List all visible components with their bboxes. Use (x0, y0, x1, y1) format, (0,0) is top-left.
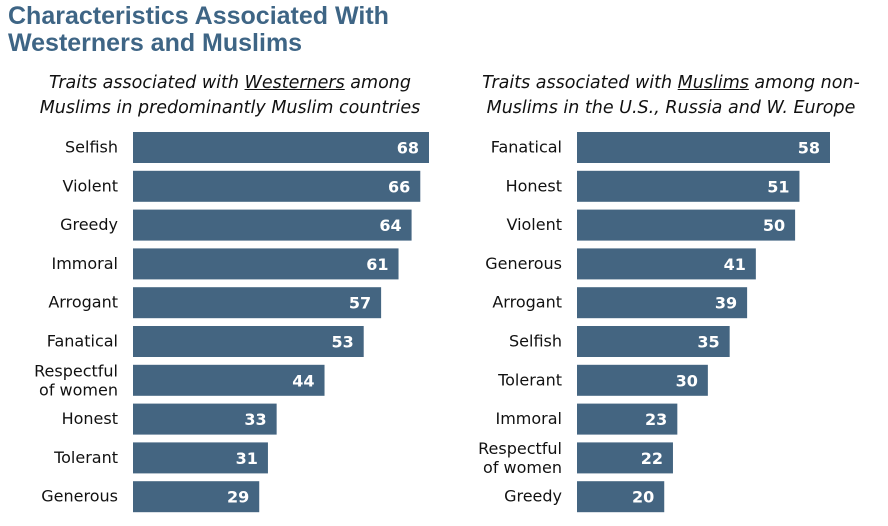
left-bar-9 (133, 481, 260, 513)
left-category-label-3: Immoral (51, 254, 118, 273)
right-bar-0 (577, 132, 830, 163)
left-category-label-0: Selfish (65, 138, 118, 157)
right-bar-value-2: 50 (763, 216, 785, 235)
right-category-label-6: Tolerant (497, 370, 562, 389)
left-bar-0 (133, 132, 429, 163)
right-bar-1 (577, 170, 800, 202)
right-bar-5 (577, 326, 730, 357)
left-bar-value-0: 68 (397, 139, 419, 158)
right-bar-value-3: 41 (724, 255, 746, 274)
right-bar-value-0: 58 (798, 139, 820, 158)
right-bar-4 (577, 287, 748, 319)
left-bar-3 (133, 248, 399, 280)
right-category-label-4: Arrogant (492, 293, 562, 312)
right-subtitle-group: Muslims (677, 73, 749, 93)
left-bar-value-1: 66 (388, 177, 410, 196)
left-subtitle-group: Westerners (244, 73, 345, 93)
right-bar-chart: 58 Fanatical 51 Honest 50 Violent 41 Generous 39… (478, 132, 830, 513)
left-bar-5 (133, 326, 364, 357)
right-panel-subtitle: Traits associated with Muslims among non… (466, 71, 876, 121)
left-bar-value-3: 61 (366, 255, 388, 274)
right-bar-value-4: 39 (715, 294, 737, 313)
left-bar-6 (133, 364, 325, 396)
right-category-label-8: Respectful of women (478, 439, 562, 477)
left-panel-subtitle: Traits associated with Westerners among … (22, 71, 438, 121)
right-category-label-5: Selfish (509, 332, 562, 351)
right-subtitle-line2: Muslims in the U.S., Russia and W. Europ… (486, 98, 856, 118)
left-bar-2 (133, 209, 412, 241)
right-bar-value-1: 51 (767, 177, 789, 196)
right-bar-value-8: 22 (641, 449, 663, 468)
left-bar-1 (133, 170, 421, 202)
left-category-label-1: Violent (62, 176, 118, 195)
left-subtitle-line2: Muslims in predominantly Muslim countrie… (39, 98, 421, 118)
left-category-label-9: Generous (41, 487, 118, 506)
left-category-label-7: Honest (62, 409, 118, 428)
left-bar-value-2: 64 (379, 216, 401, 235)
right-bar-value-6: 30 (676, 371, 698, 390)
left-bar-value-6: 44 (292, 371, 314, 390)
left-bar-value-8: 31 (236, 449, 258, 468)
chart-title-line1: Characteristics Associated With (8, 2, 389, 30)
right-category-label-9: Greedy (504, 487, 562, 506)
right-bar-7 (577, 403, 678, 435)
left-bar-value-5: 53 (331, 333, 353, 352)
left-category-label-5: Fanatical (47, 332, 118, 351)
left-bar-value-9: 29 (227, 488, 249, 507)
left-subtitle-pre: Traits associated with (49, 73, 245, 93)
left-category-label-6: Respectful of women (34, 361, 118, 399)
right-bar-9 (577, 481, 665, 513)
chart-title-line2: Westerners and Muslims (8, 29, 303, 57)
right-bar-value-9: 20 (632, 488, 654, 507)
left-category-label-2: Greedy (60, 215, 118, 234)
left-bar-4 (133, 287, 382, 319)
right-category-label-7: Immoral (495, 409, 562, 428)
left-bar-7 (133, 403, 277, 435)
right-bar-6 (577, 364, 708, 396)
right-bar-value-5: 35 (697, 333, 719, 352)
left-bar-chart: 68 Selfish 66 Violent 64 Greedy 61 Immoral 57 Arr… (34, 132, 429, 513)
chart-title: Characteristics Associated With Westerne… (8, 3, 389, 57)
left-bar-value-7: 33 (244, 410, 266, 429)
right-bar-8 (577, 442, 673, 474)
right-subtitle-post: among non- (748, 73, 860, 93)
left-bar-value-4: 57 (349, 294, 371, 313)
left-subtitle-post: among (344, 73, 411, 93)
right-category-label-1: Honest (506, 176, 562, 195)
right-bar-2 (577, 209, 796, 241)
right-subtitle-pre: Traits associated with (482, 73, 678, 93)
right-bar-value-7: 23 (645, 410, 667, 429)
right-category-label-3: Generous (485, 254, 562, 273)
right-category-label-0: Fanatical (491, 138, 562, 157)
right-category-label-2: Violent (506, 215, 562, 234)
left-category-label-4: Arrogant (48, 293, 118, 312)
right-bar-3 (577, 248, 756, 280)
left-bar-8 (133, 442, 268, 474)
left-category-label-8: Tolerant (53, 448, 118, 467)
